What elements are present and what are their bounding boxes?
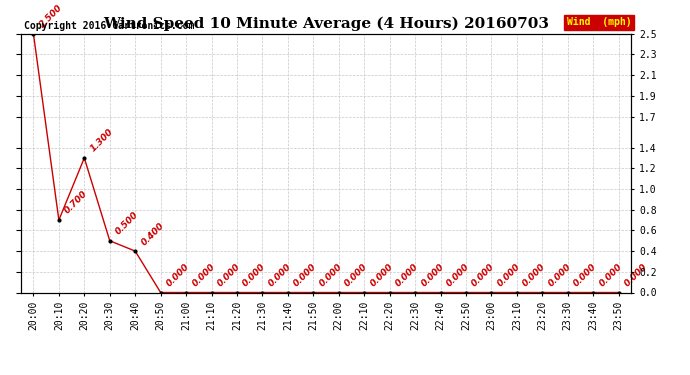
Text: 0.700: 0.700 (63, 189, 90, 216)
Text: 0.000: 0.000 (598, 262, 624, 288)
Text: 0.000: 0.000 (165, 262, 191, 288)
Text: 0.400: 0.400 (139, 220, 166, 247)
Text: 0.000: 0.000 (394, 262, 420, 288)
Text: 0.000: 0.000 (317, 262, 344, 288)
Text: 0.000: 0.000 (216, 262, 242, 288)
Text: 0.000: 0.000 (521, 262, 547, 288)
Text: 0.500: 0.500 (114, 210, 140, 237)
Text: Copyright 2016 Cartronics.com: Copyright 2016 Cartronics.com (23, 21, 194, 31)
Text: 0.000: 0.000 (343, 262, 369, 288)
Text: 2.500: 2.500 (37, 3, 64, 30)
Text: 0.000: 0.000 (292, 262, 319, 288)
Text: 0.000: 0.000 (470, 262, 497, 288)
Text: 0.000: 0.000 (241, 262, 268, 288)
Text: 0.000: 0.000 (266, 262, 293, 288)
Title: Wind Speed 10 Minute Average (4 Hours) 20160703: Wind Speed 10 Minute Average (4 Hours) 2… (103, 17, 549, 31)
Text: 0.000: 0.000 (495, 262, 522, 288)
Text: 0.000: 0.000 (444, 262, 471, 288)
Text: Wind  (mph): Wind (mph) (566, 17, 631, 27)
Text: 0.000: 0.000 (368, 262, 395, 288)
Text: 0.000: 0.000 (623, 262, 649, 288)
Text: 0.000: 0.000 (190, 262, 217, 288)
Text: 0.000: 0.000 (546, 262, 573, 288)
Text: 1.300: 1.300 (88, 128, 115, 154)
Text: 0.000: 0.000 (572, 262, 598, 288)
Text: 0.000: 0.000 (420, 262, 446, 288)
